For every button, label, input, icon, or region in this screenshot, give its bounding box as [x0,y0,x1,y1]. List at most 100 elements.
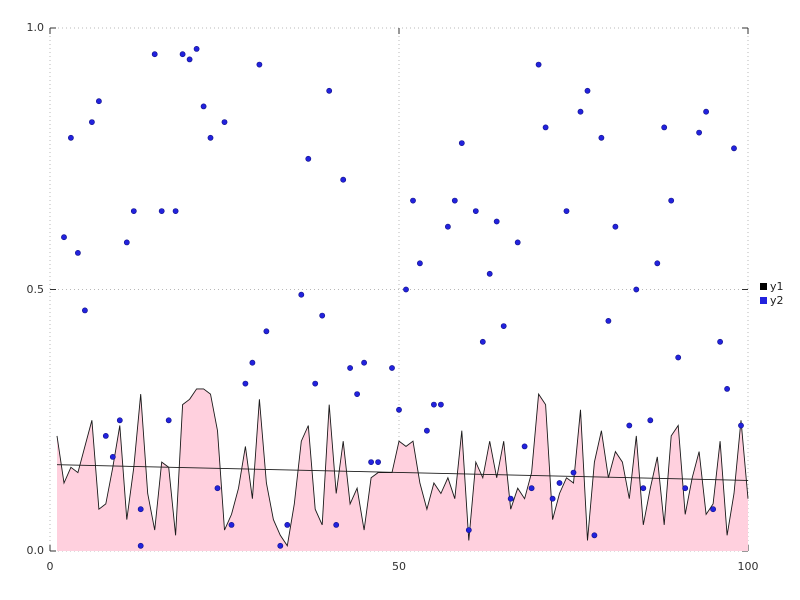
scatter-point-y2 [263,328,270,335]
legend-item-y1: y1 [760,279,784,293]
scatter-point-y2 [416,260,423,267]
scatter-point-y2 [137,506,144,513]
legend-label-y1: y1 [770,279,784,293]
scatter-point-y2 [396,406,402,413]
scatter-point-y2 [361,359,367,366]
scatter-point-y2 [200,103,207,110]
legend: y1 y2 [760,279,784,307]
scatter-point-y2 [228,522,235,528]
scatter-point-y2 [319,312,326,319]
scatter-point-y2 [375,459,381,465]
series-area-y1 [57,388,748,551]
scatter-point-y2 [221,119,228,125]
scatter-point-y2 [123,239,130,246]
scatter-point-y2 [89,119,95,125]
scatter-point-y2 [437,401,444,408]
scatter-point-y2 [354,391,360,397]
scatter-point-y2 [186,56,193,63]
scatter-point-y2 [528,485,535,492]
x-tick-label-100: 100 [737,560,759,573]
scatter-point-y2 [738,422,744,429]
scatter-point-y2 [556,480,563,486]
scatter-point-y2 [158,208,165,214]
scatter-point-y2 [696,129,702,136]
scatter-point-y2 [647,417,654,424]
scatter-point-y2 [96,98,102,105]
scatter-point-y2 [563,208,570,214]
scatter-point-y2 [179,51,186,58]
legend-item-y2: y2 [760,293,784,307]
y-tick-label-0.0: 0.0 [26,544,45,557]
scatter-point-y2 [458,140,465,146]
scatter-point-y2 [535,61,542,68]
scatter-point-y2 [172,208,179,214]
scatter-point-y2 [668,197,675,204]
scatter-point-y2 [284,522,291,528]
scatter-point-y2 [675,354,682,361]
scatter-point-y2 [486,270,493,277]
scatter-point-y2 [444,223,451,230]
scatter-point-y2 [298,291,305,298]
scatter-point-y2 [333,522,340,528]
scatter-point-y2 [340,176,347,183]
scatter-point-y2 [514,239,521,246]
scatter-point-y2 [68,134,74,141]
scatter-point-y2 [347,365,353,371]
scatter-point-y2 [430,401,437,408]
scatter-point-y2 [130,208,137,214]
y-tick-label-0.5: 0.5 [26,283,45,296]
scatter-point-y2 [451,197,458,204]
y-tick-label-1.0: 1.0 [26,21,45,34]
scatter-point-y2 [312,380,319,387]
y2-swatch-icon [760,296,767,304]
scatter-point-y2 [591,532,598,539]
scatter-point-y2 [542,124,549,131]
scatter-point-y2 [472,208,479,214]
scatter-point-y2 [724,385,730,392]
scatter-point-y2 [605,317,612,324]
scatter-point-y2 [389,365,395,371]
scatter-point-y2 [75,249,81,256]
scatter-point-y2 [731,145,737,152]
scatter-point-y2 [612,223,619,230]
series-line-y1 [56,388,749,547]
scatter-point-y2 [116,417,123,424]
scatter-point-y2 [682,485,689,492]
scatter-point-y2 [242,380,249,387]
scatter-point-y2 [305,155,312,162]
scatter-point-y2 [500,323,507,329]
x-tick-label-0: 0 [46,560,54,573]
scatter-point-y2 [577,108,584,115]
scatter-point-y2 [214,485,221,492]
scatter-point-y2 [479,338,486,345]
scatter-point-y2 [82,307,88,314]
scatter-point-y2 [549,495,556,502]
scatter-point-y2 [368,459,374,465]
scatter-point-y2 [654,260,661,267]
scatter-point-y2 [710,506,716,513]
scatter-point-y2 [703,108,709,115]
y1-swatch-icon [760,282,767,290]
scatter-point-y2 [102,432,109,439]
scatter-point-y2 [61,234,67,241]
scatter-point-y2 [165,417,172,424]
scatter-point-y2 [277,542,284,549]
scatter-point-y2 [403,286,409,293]
scatter-point-y2 [507,495,514,502]
scatter-point-y2 [465,527,472,533]
scatter-point-y2 [717,338,723,345]
scatter-point-y2 [584,87,591,94]
scatter-point-y2 [193,46,200,52]
scatter-point-y2 [493,218,500,225]
scatter-point-y2 [249,359,256,366]
scatter-point-y2 [410,197,416,204]
x-tick-label-50: 50 [392,560,406,573]
scatter-point-y2 [137,542,144,549]
scatter-point-y2 [207,134,214,141]
scatter-point-y2 [423,427,430,434]
scatter-point-y2 [326,87,333,94]
scatter-point-y2 [640,485,647,492]
scatter-point-y2 [570,469,577,476]
